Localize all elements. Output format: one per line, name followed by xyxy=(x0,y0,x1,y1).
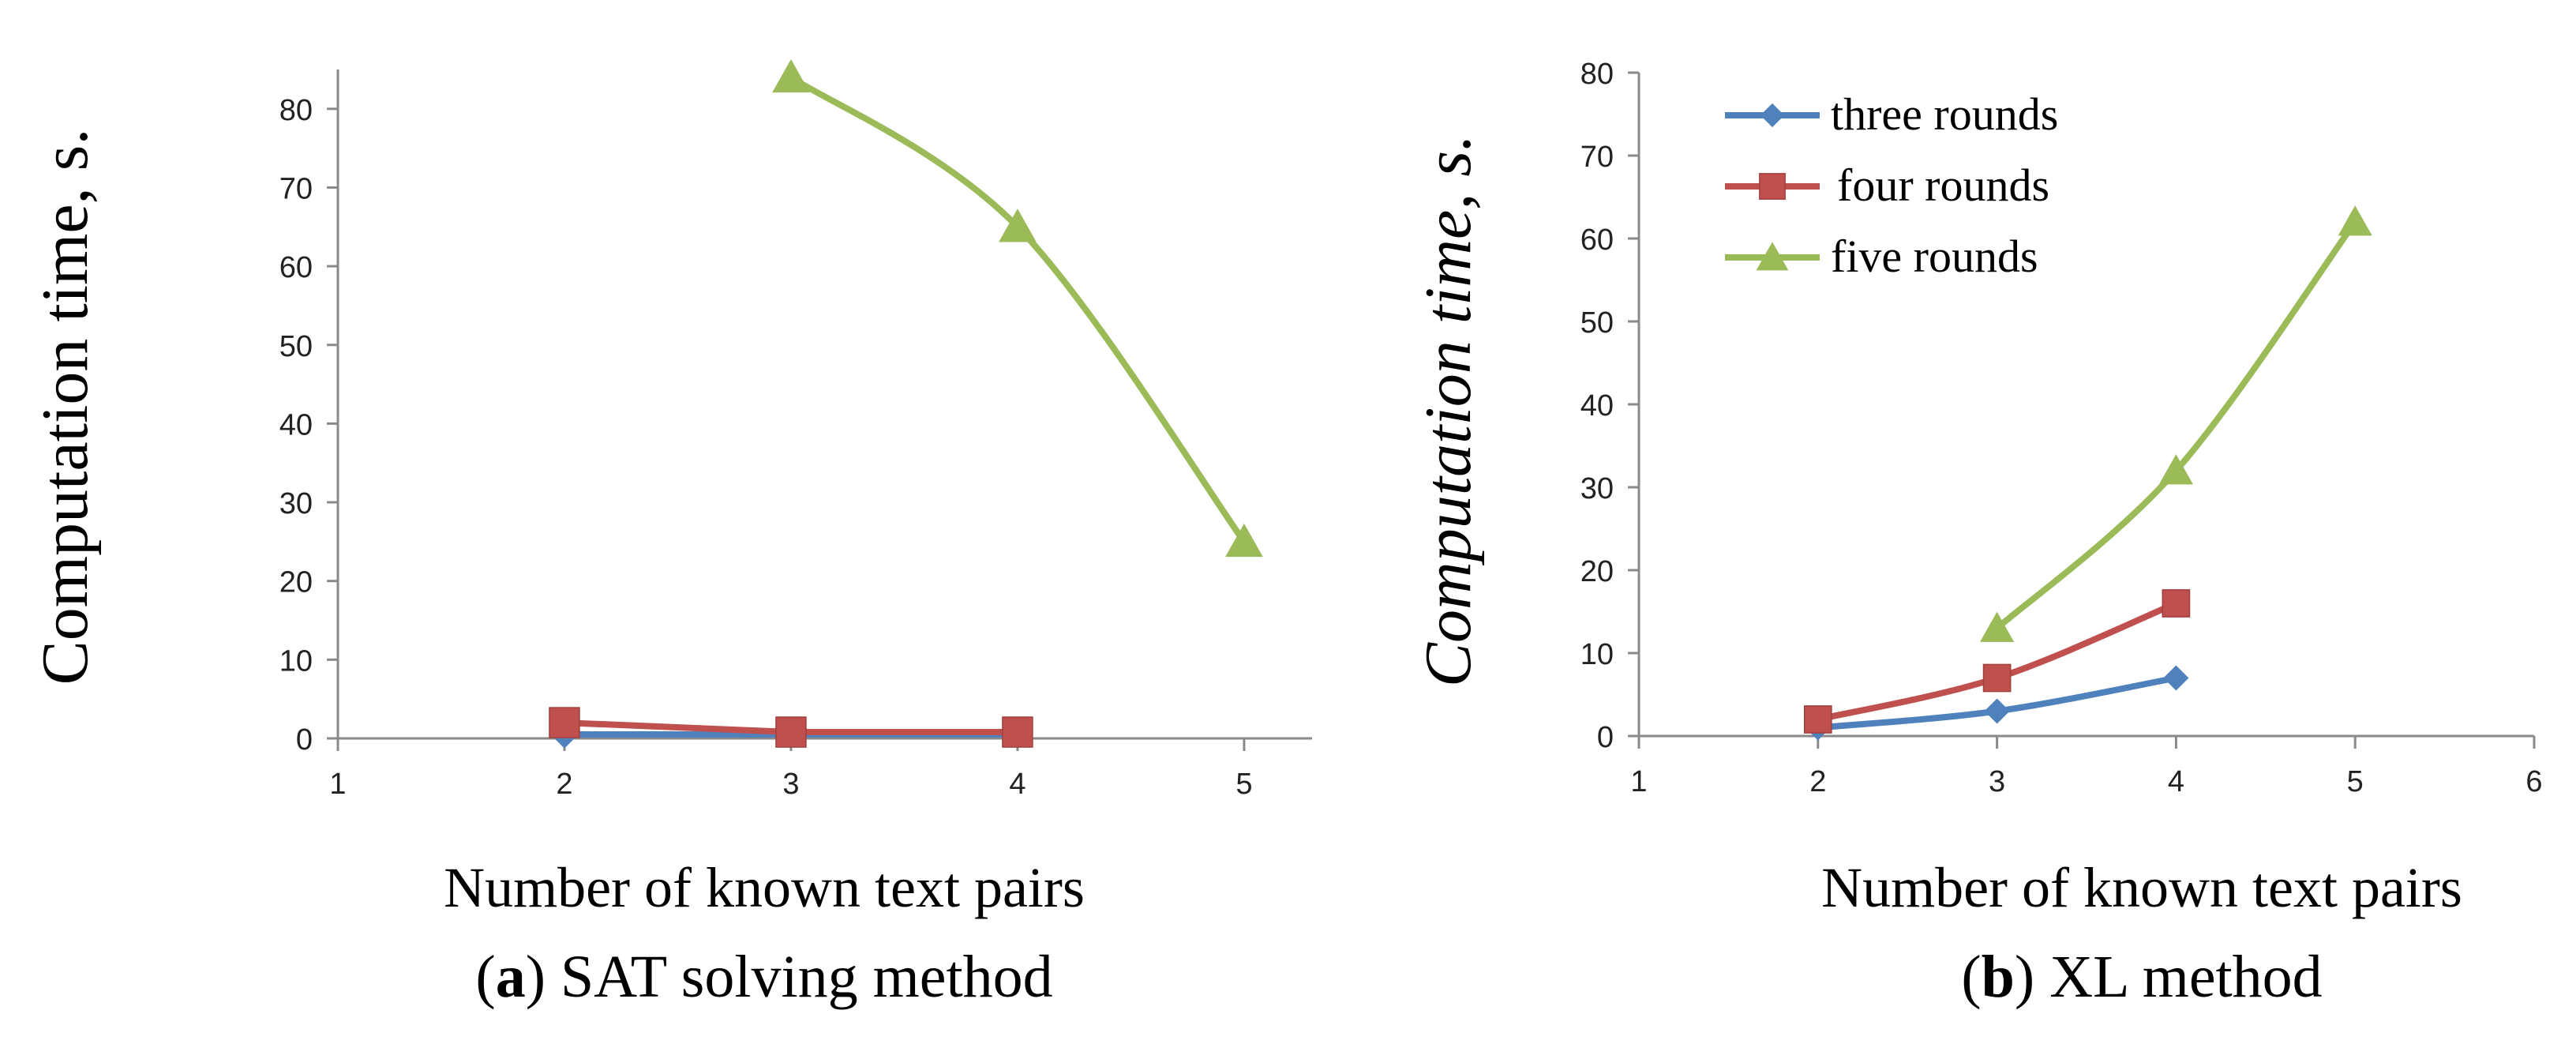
chart-b-legend: three rounds four rounds five rounds xyxy=(1725,88,2058,282)
chart-b-y-tick-label: 0 xyxy=(1597,721,1614,754)
chart-panel-xl: 0 10 20 30 40 50 60 70 80 1 2 3 4 5 6 three rounds four … xyxy=(1412,58,2543,1010)
chart-a-caption: (a) SAT solving method xyxy=(475,944,1052,1010)
chart-b-x-tick-label: 1 xyxy=(1630,765,1647,798)
chart-a-marks: 0 10 20 30 40 50 60 70 80 1 2 3 4 5 xyxy=(279,58,1312,801)
chart-a-x-tick-label: 4 xyxy=(1009,768,1026,801)
chart-a-y-tick-label: 10 xyxy=(279,644,313,678)
chart-b-x-tick-label: 2 xyxy=(1809,765,1826,798)
chart-b-point-five-rounds xyxy=(1980,611,2015,642)
chart-a-point-five-rounds xyxy=(1225,523,1263,558)
chart-b-caption-text: XL method xyxy=(2034,944,2322,1010)
chart-a-caption-letter: a xyxy=(496,944,526,1010)
chart-b-y-tick-label: 70 xyxy=(1580,141,1614,174)
chart-b-legend-marker-four-rounds xyxy=(1759,173,1786,200)
chart-b-point-three-rounds xyxy=(2163,665,2189,691)
chart-panel-sat: 0 10 20 30 40 50 60 70 80 1 2 3 4 5 Computation time,… xyxy=(28,58,1312,1010)
chart-a-x-tick-label: 5 xyxy=(1236,768,1252,801)
chart-a-y-tick-label: 0 xyxy=(296,723,313,757)
chart-b-y-tick-label: 40 xyxy=(1580,389,1614,422)
chart-a-y-tick-label: 70 xyxy=(279,172,313,205)
chart-b-y-tick-label: 50 xyxy=(1580,306,1614,340)
chart-b-caption: (b) XL method xyxy=(1961,944,2322,1010)
chart-b-x-tick-label: 5 xyxy=(2347,765,2364,798)
chart-a-point-four-rounds xyxy=(549,707,580,738)
chart-a-point-four-rounds xyxy=(1002,716,1033,748)
chart-b-y-tick-label: 60 xyxy=(1580,223,1614,257)
chart-b-y-tick-label: 10 xyxy=(1580,638,1614,671)
chart-a-y-tick-label: 80 xyxy=(279,94,313,127)
chart-a-x-tick-label: 2 xyxy=(556,768,572,801)
chart-a-point-five-rounds xyxy=(999,208,1037,242)
chart-b-y-axis-label: Computation time, s. xyxy=(1412,134,1485,687)
chart-b-y-tick-label: 80 xyxy=(1580,58,1614,91)
chart-b-x-tick-label: 4 xyxy=(2168,765,2184,798)
chart-a-y-tick-label: 40 xyxy=(279,408,313,441)
chart-b-y-tick-label: 30 xyxy=(1580,472,1614,505)
chart-b-point-four-rounds xyxy=(1803,705,1832,734)
chart-a-y-tick-label: 50 xyxy=(279,330,313,363)
chart-a-y-axis-label: Computation time, s. xyxy=(28,129,102,685)
chart-a-caption-text: SAT solving method xyxy=(546,944,1053,1010)
chart-b-legend-label-five-rounds: five rounds xyxy=(1831,231,2038,282)
chart-b-legend-marker-three-rounds xyxy=(1760,103,1785,128)
chart-a-y-tick-label: 60 xyxy=(279,251,313,284)
chart-b-legend-label-three-rounds: three rounds xyxy=(1831,88,2058,140)
chart-b-marks: 0 10 20 30 40 50 60 70 80 1 2 3 4 5 6 three rounds four … xyxy=(1580,58,2543,798)
chart-a-x-axis-label: Number of known text pairs xyxy=(444,856,1085,919)
chart-b-x-tick-label: 3 xyxy=(1989,765,2005,798)
chart-a-x-tick-label: 1 xyxy=(329,768,346,801)
chart-a-x-tick-label: 3 xyxy=(782,768,799,801)
chart-b-point-five-rounds xyxy=(2158,454,2193,485)
chart-a-y-tick-label: 20 xyxy=(279,566,313,599)
chart-a-series-line-five-rounds xyxy=(787,73,1247,545)
chart-b-caption-letter: b xyxy=(1982,944,2015,1010)
chart-b-point-four-rounds xyxy=(1982,663,2012,693)
chart-a-point-four-rounds xyxy=(775,716,807,748)
chart-b-point-five-rounds xyxy=(2338,205,2372,236)
chart-b-point-four-rounds xyxy=(2162,589,2191,618)
chart-b-x-axis-label: Number of known text pairs xyxy=(1821,856,2462,919)
chart-a-y-tick-label: 30 xyxy=(279,487,313,520)
chart-b-y-tick-label: 20 xyxy=(1580,555,1614,588)
chart-b-point-three-rounds xyxy=(1984,698,2010,724)
chart-b-x-tick-label: 6 xyxy=(2525,765,2542,798)
chart-b-legend-label-four-rounds: four rounds xyxy=(1837,160,2049,211)
chart-b-series-line-five-rounds xyxy=(1993,219,2359,632)
chart-a-point-five-rounds xyxy=(772,58,810,93)
chart-b-legend-marker-five-rounds xyxy=(1756,242,1789,271)
